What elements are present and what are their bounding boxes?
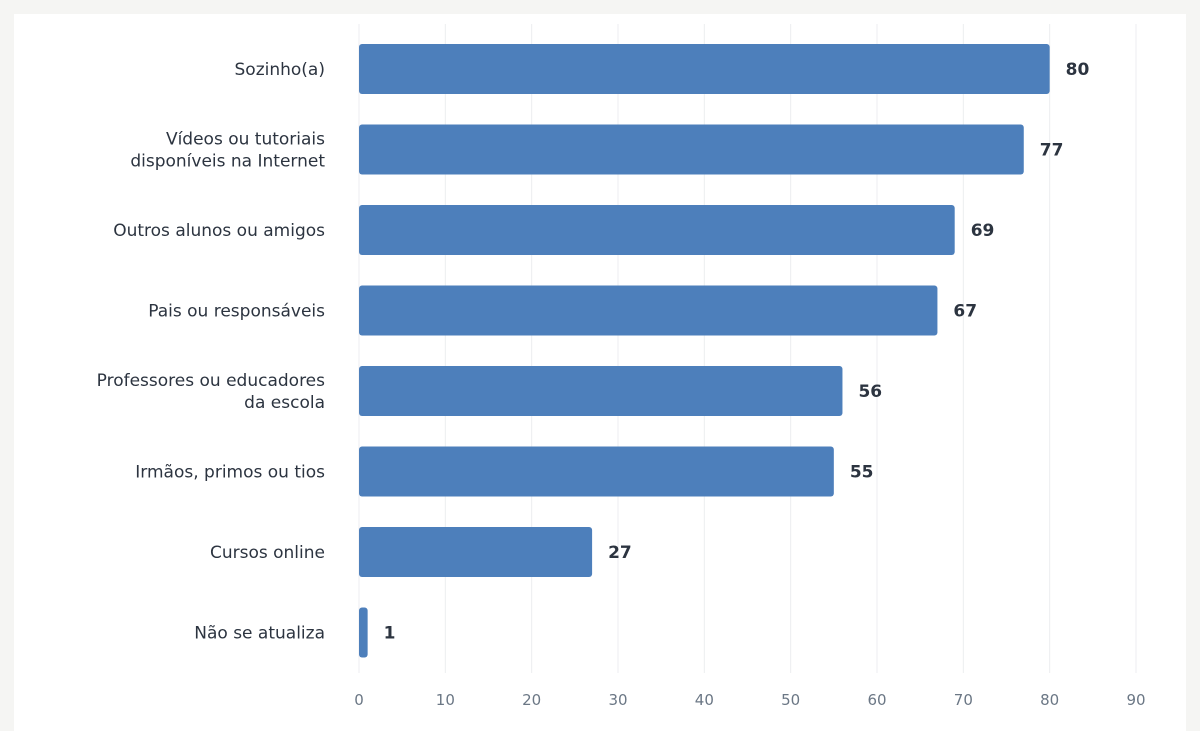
- bar-value-label: 69: [971, 221, 995, 241]
- bar-value-label: 1: [384, 624, 396, 644]
- bar: [359, 44, 1050, 94]
- category-label: Irmãos, primos ou tios: [135, 463, 325, 483]
- category-label-line: Não se atualiza: [194, 624, 325, 644]
- category-label: Outros alunos ou amigos: [113, 221, 325, 241]
- category-label: Não se atualiza: [194, 624, 325, 644]
- category-label-line: Vídeos ou tutoriais: [166, 130, 325, 150]
- category-label-line: Professores ou educadores: [97, 371, 325, 391]
- bar-layer: [359, 44, 1050, 658]
- bar: [359, 285, 938, 336]
- bar: [359, 124, 1024, 175]
- bar-value-label: 56: [858, 382, 882, 402]
- bar: [359, 527, 593, 577]
- bar: [359, 446, 834, 497]
- category-label: Cursos online: [210, 543, 325, 563]
- bar-value-label: 77: [1040, 141, 1064, 161]
- category-label: Pais ou responsáveis: [148, 302, 325, 322]
- category-label: Sozinho(a): [235, 60, 325, 80]
- category-label-line: da escola: [244, 393, 325, 413]
- x-axis-ticks: 0 10 20 30 40 50 60 70 80 90: [354, 691, 1145, 709]
- category-label-line: disponíveis na Internet: [130, 152, 325, 172]
- x-tick-label: 0: [354, 691, 364, 709]
- category-label: Professores ou educadores da escola: [97, 371, 325, 413]
- x-tick-label: 90: [1126, 691, 1145, 709]
- bar-value-label: 55: [850, 463, 874, 483]
- x-tick-label: 40: [695, 691, 714, 709]
- bar: [359, 205, 955, 255]
- x-tick-label: 50: [781, 691, 800, 709]
- bar-value-label: 27: [608, 543, 632, 563]
- x-tick-label: 10: [436, 691, 455, 709]
- category-label-line: Cursos online: [210, 543, 325, 563]
- category-label-line: Outros alunos ou amigos: [113, 221, 325, 241]
- bar-value-label: 67: [953, 302, 977, 322]
- x-tick-label: 80: [1040, 691, 1059, 709]
- label-layer: 80 Sozinho(a) 77 Vídeos ou tutoriais disponí…: [97, 60, 1090, 644]
- bar-value-label: 80: [1066, 60, 1090, 80]
- category-label: Vídeos ou tutoriais disponíveis na Intern…: [130, 130, 325, 172]
- x-tick-label: 30: [608, 691, 627, 709]
- bar: [359, 366, 843, 416]
- category-label-line: Pais ou responsáveis: [148, 302, 325, 322]
- x-tick-label: 70: [954, 691, 973, 709]
- bar: [359, 607, 368, 658]
- x-tick-label: 60: [867, 691, 886, 709]
- category-label-line: Sozinho(a): [235, 60, 325, 80]
- x-tick-label: 20: [522, 691, 541, 709]
- category-label-line: Irmãos, primos ou tios: [135, 463, 325, 483]
